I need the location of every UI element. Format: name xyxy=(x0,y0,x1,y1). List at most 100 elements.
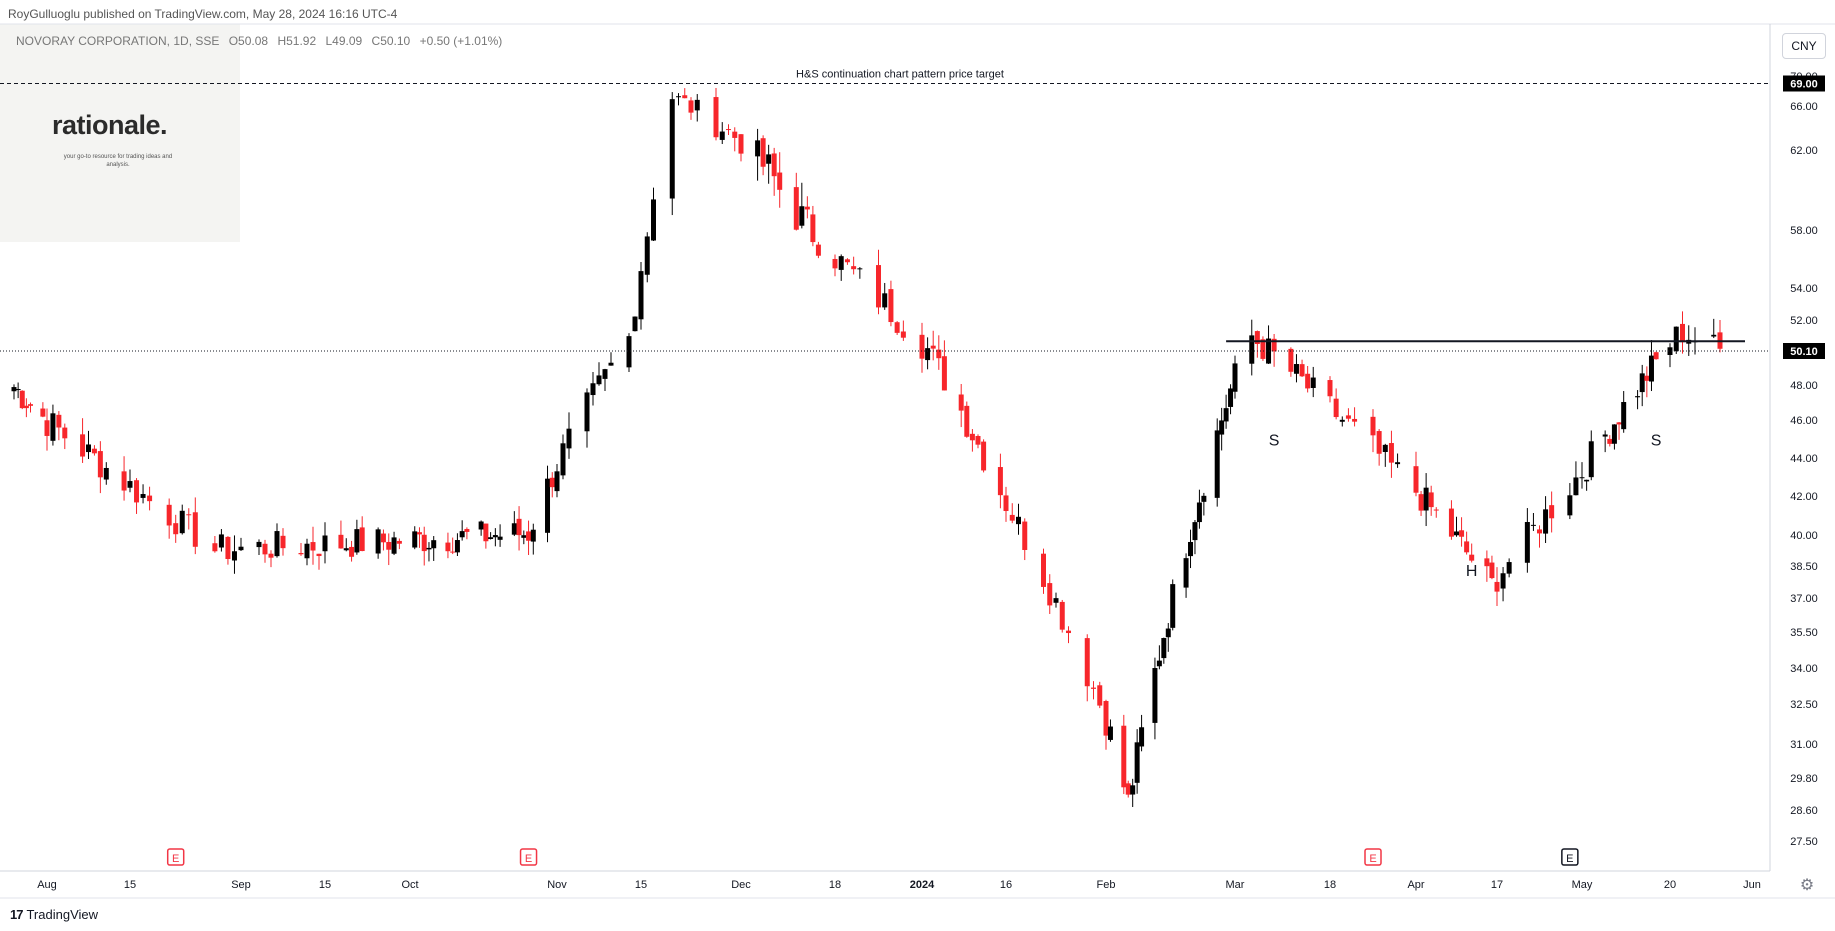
candle xyxy=(1418,491,1424,516)
candle xyxy=(545,465,551,543)
candle xyxy=(316,553,322,570)
candle xyxy=(1428,485,1434,516)
candle xyxy=(1196,489,1202,529)
candle xyxy=(497,524,503,547)
candle xyxy=(1489,555,1495,580)
candle xyxy=(566,412,572,459)
candle xyxy=(478,520,484,536)
y-tick-label: 48.00 xyxy=(1790,380,1818,392)
candle xyxy=(1524,508,1530,573)
candle xyxy=(349,540,355,562)
candle xyxy=(1327,376,1333,403)
candle xyxy=(1170,579,1176,631)
candle xyxy=(1345,408,1351,422)
currency-button[interactable]: CNY xyxy=(1782,33,1826,59)
candle xyxy=(1506,558,1512,578)
earnings-marker[interactable]: E xyxy=(1364,848,1382,866)
y-tick-label: 44.00 xyxy=(1790,453,1818,465)
earnings-marker[interactable]: E xyxy=(519,848,538,866)
candle xyxy=(590,372,596,406)
candle xyxy=(1370,409,1376,453)
candle xyxy=(1376,429,1382,466)
y-tick-label: 62.00 xyxy=(1790,145,1818,157)
candle xyxy=(1293,354,1299,383)
candle xyxy=(888,280,894,327)
x-tick-label: 15 xyxy=(319,879,331,891)
candle xyxy=(526,520,532,555)
candle xyxy=(421,526,427,566)
candle xyxy=(1161,637,1167,664)
x-tick-label: 2024 xyxy=(910,879,935,891)
earnings-marker[interactable]: E xyxy=(166,848,185,866)
candle xyxy=(1573,461,1579,496)
candle xyxy=(1567,483,1573,520)
candle xyxy=(981,439,987,473)
x-tick-label: Aug xyxy=(37,879,57,891)
x-tick-label: Mar xyxy=(1226,879,1245,891)
tradingview-brand[interactable]: 17 TradingView xyxy=(10,907,98,922)
candle xyxy=(1201,492,1207,516)
candle xyxy=(338,520,344,549)
candle xyxy=(1635,390,1641,410)
candle xyxy=(1130,778,1136,808)
candle xyxy=(1339,416,1345,427)
candle xyxy=(638,262,644,330)
candle xyxy=(450,537,456,555)
candle xyxy=(1121,714,1127,795)
candle xyxy=(380,529,386,551)
candle xyxy=(1134,729,1140,794)
y-tick-label: 31.00 xyxy=(1790,739,1818,751)
candle xyxy=(56,411,62,441)
candle xyxy=(483,523,489,549)
candle xyxy=(766,144,772,184)
candle xyxy=(894,321,900,335)
gear-icon[interactable]: ⚙ xyxy=(1799,877,1815,894)
candle xyxy=(1543,496,1549,543)
candle xyxy=(173,514,179,543)
candle xyxy=(1692,327,1698,355)
candle xyxy=(596,362,602,386)
earnings-marker[interactable]: E xyxy=(1561,848,1579,866)
candle xyxy=(1152,657,1158,740)
candle xyxy=(44,408,50,451)
candle xyxy=(1139,714,1145,752)
candle xyxy=(1717,319,1723,353)
candle xyxy=(225,536,231,565)
x-tick-label: Feb xyxy=(1097,879,1116,891)
ohlc-low: L49.09 xyxy=(325,34,363,48)
y-tick-label: 70.00 xyxy=(1790,71,1818,83)
candle xyxy=(771,147,777,196)
y-tick-label: 66.00 xyxy=(1790,101,1818,113)
candle xyxy=(391,531,397,556)
candle xyxy=(343,538,349,552)
candle xyxy=(1228,384,1234,415)
last-price-tag: 50.10 xyxy=(1783,343,1825,359)
pattern-label: H xyxy=(1466,563,1478,580)
candle xyxy=(298,542,304,556)
candle xyxy=(91,445,97,456)
candle xyxy=(1219,407,1225,451)
candle xyxy=(1232,355,1238,399)
candle xyxy=(179,504,185,535)
candle xyxy=(1041,548,1046,594)
y-tick-label: 38.50 xyxy=(1790,561,1818,573)
candle xyxy=(218,529,224,552)
candle xyxy=(1680,311,1685,354)
candle xyxy=(1254,330,1260,358)
y-tick-label: 27.50 xyxy=(1790,836,1818,848)
ohlc-open: O50.08 xyxy=(228,34,269,48)
candle xyxy=(103,462,109,485)
y-tick-label: 34.00 xyxy=(1790,663,1818,675)
x-tick-label: 20 xyxy=(1664,879,1676,891)
candle xyxy=(964,401,970,438)
candle xyxy=(359,516,365,552)
candle xyxy=(1299,359,1305,378)
watermark-logo: rationale. your go-to resource for tradi… xyxy=(0,24,240,242)
y-tick-label: 28.60 xyxy=(1790,805,1818,817)
candle xyxy=(86,430,91,460)
candle xyxy=(1639,364,1645,407)
tradingview-logo-icon: 17 xyxy=(10,907,24,922)
candle xyxy=(1271,333,1277,367)
candle xyxy=(488,532,494,540)
